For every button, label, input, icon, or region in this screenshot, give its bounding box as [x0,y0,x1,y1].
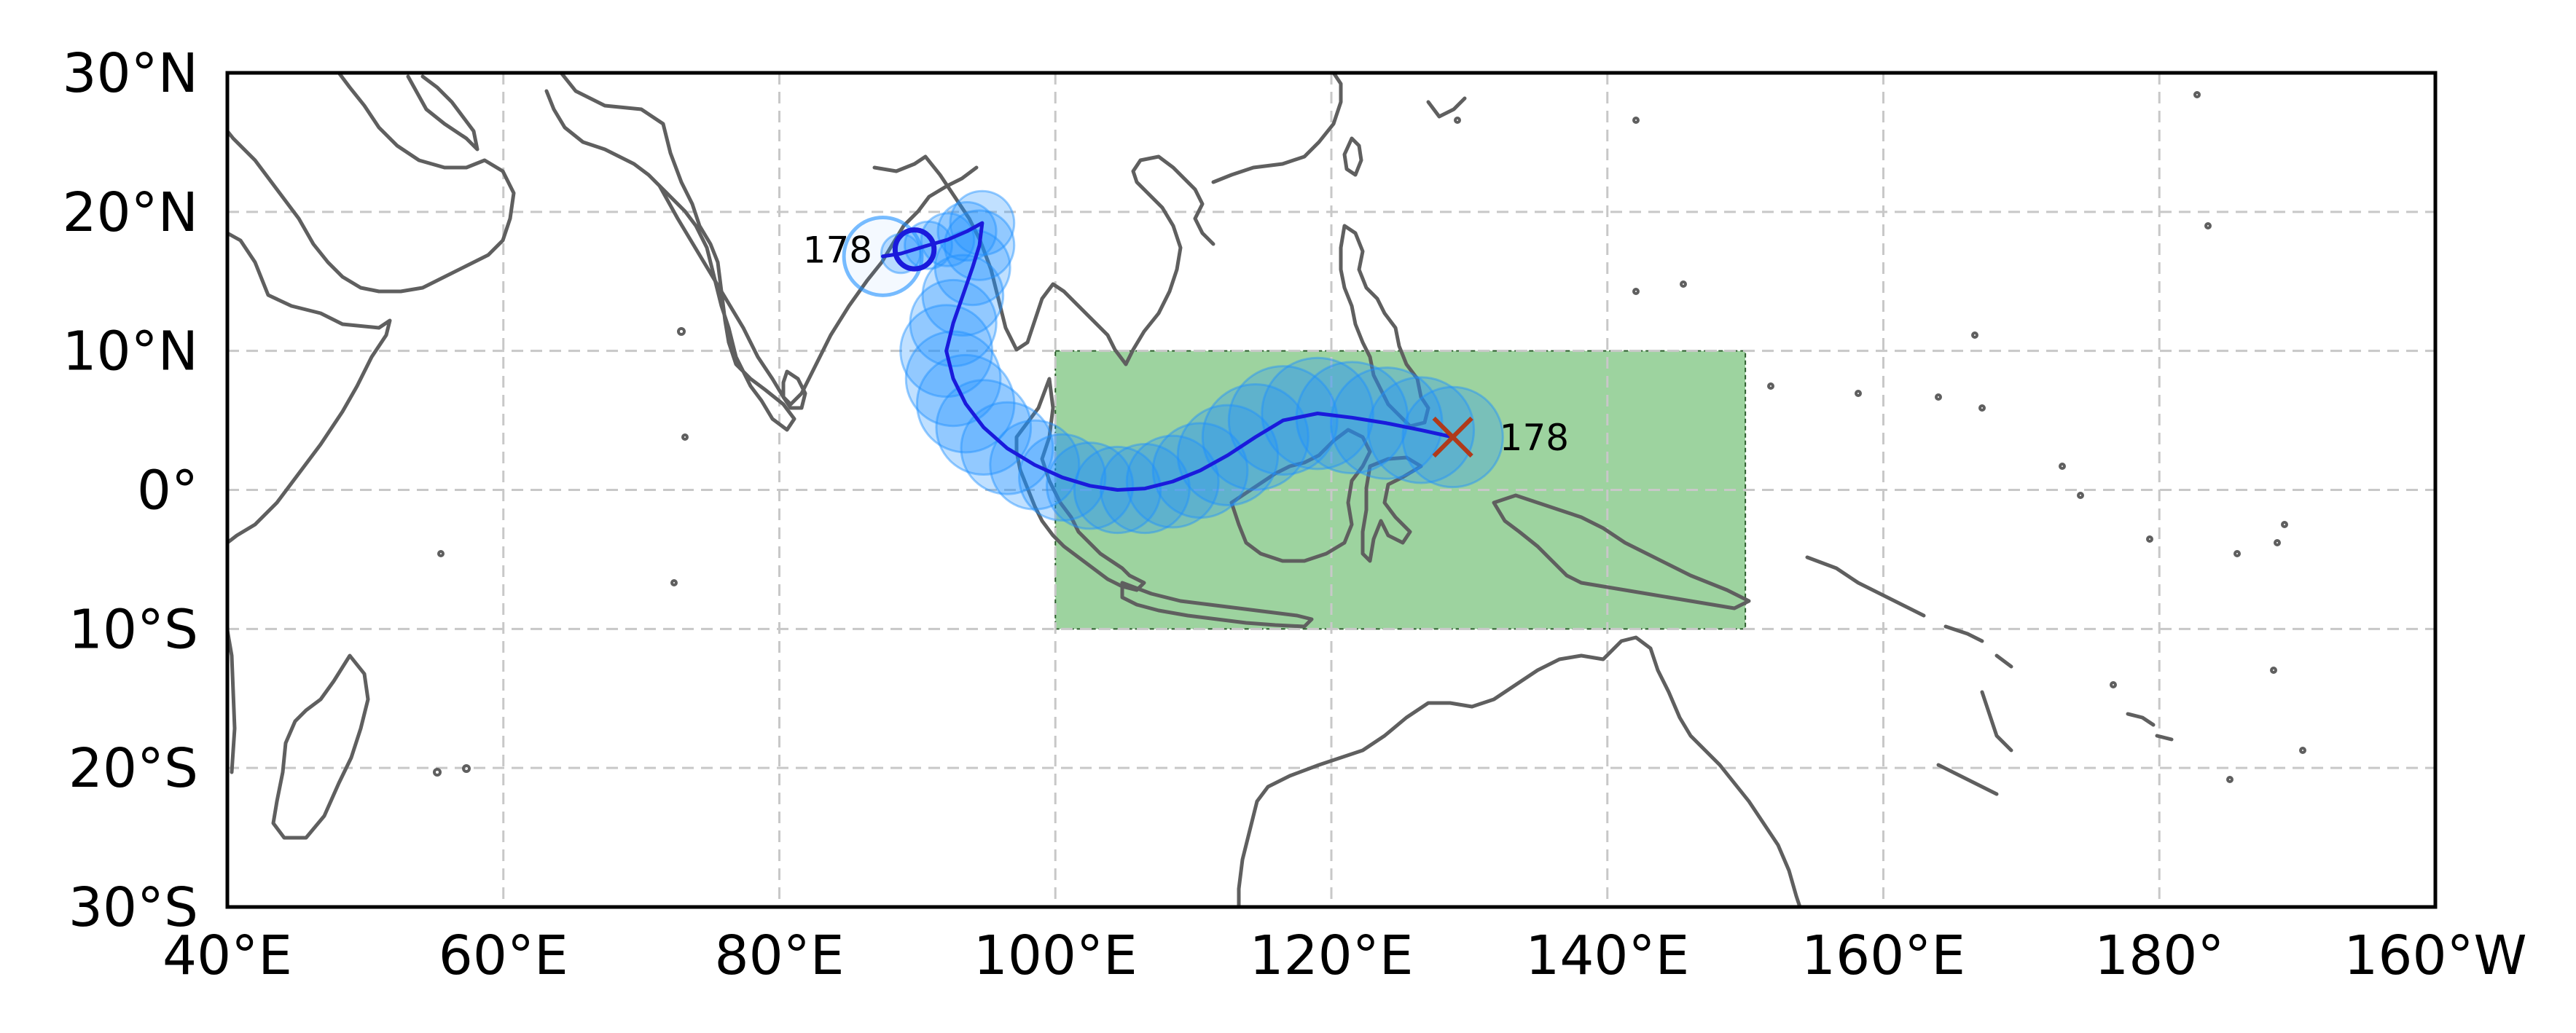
x-tick-label: 100°E [974,924,1138,987]
y-axis-tick-labels: 30°N 20°N 10°N 0° 10°S 20°S 30°S [62,42,198,939]
track-start-label: 178 [1500,417,1569,459]
y-tick-label: 0° [137,460,198,522]
sulawesi-coastline [1361,455,1423,563]
pacific-islands-coastline [1805,555,1926,618]
x-tick-label: 60°E [439,924,568,987]
philippines-coastline [1339,224,1430,428]
solomon-islands-coastline [1943,624,2013,669]
gridlines [227,73,2435,907]
indochina-east-coastline [1124,154,1215,366]
australia-coastline [1237,635,1802,907]
y-tick-label: 20°S [68,737,198,800]
indochina-coastline [872,154,1128,366]
y-tick-label: 10°N [62,321,198,383]
coastlines [227,73,2174,907]
track-line-group [881,221,1455,492]
x-tick-label: 160°W [2344,924,2526,987]
borneo-coastline [1229,428,1372,563]
y-tick-label: 30°S [68,876,198,939]
india-coastline [544,73,796,432]
x-axis-tick-labels: 40°E 60°E 80°E 100°E 120°E 140°E 160°E 180° 160°… [163,924,2527,987]
x-tick-label: 160°E [1801,924,1965,987]
fiji-coastline [2126,712,2174,742]
india-peninsula-coastline [657,165,979,406]
x-tick-label: 180° [2094,924,2224,987]
x-tick-label: 120°E [1250,924,1414,987]
x-tick-label: 80°E [715,924,845,987]
japan-coastline [1426,96,1467,119]
track-end-marker [892,227,937,272]
africa-coastline [227,231,392,545]
x-tick-label: 140°E [1525,924,1689,987]
x-tick-label: 40°E [163,924,292,987]
plot-frame [225,71,2438,909]
y-tick-label: 20°N [62,181,198,244]
track-line [881,221,1455,492]
madagascar-coastline [271,653,370,840]
new-caledonia-coastline [1936,763,1999,796]
arabia-coastline [227,73,516,294]
china-coastline [1211,73,1343,184]
sri-lanka-coastline [781,369,807,410]
y-tick-label: 10°S [68,598,198,661]
track-markers: 178 178 [803,227,1569,459]
small-islands [433,91,2306,783]
vanuatu-coastline [1980,690,2013,753]
track-end-label: 178 [803,229,872,271]
persian-gulf-coastline [406,74,479,152]
java-coastline [1120,581,1314,629]
africa-south-coastline [227,628,237,774]
track-start-marker [1432,416,1473,458]
taiwan-coastline [1342,136,1363,177]
y-tick-label: 30°N [62,42,198,105]
new-guinea-coastline [1492,493,1751,610]
